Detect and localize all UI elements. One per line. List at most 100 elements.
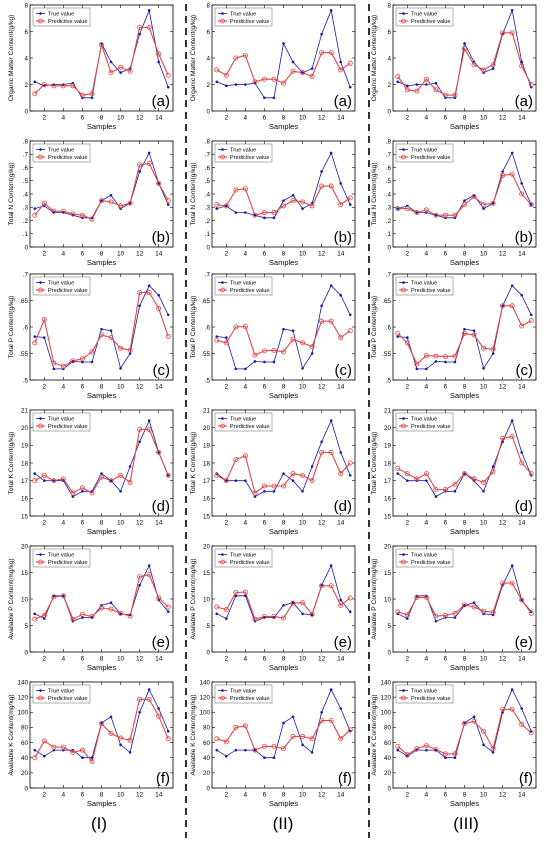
y-tick-label: .5 bbox=[23, 178, 29, 185]
predictive-value-point bbox=[290, 198, 296, 204]
predictive-value-point bbox=[252, 79, 258, 85]
predictive-value-point bbox=[79, 356, 85, 362]
predictive-value-point bbox=[423, 743, 429, 749]
x-tick-label: 2 bbox=[224, 656, 228, 663]
x-axis-label: Samples bbox=[450, 527, 479, 536]
predictive-value-point bbox=[146, 696, 152, 702]
predictive-value-point bbox=[165, 736, 171, 742]
panel-letter: (a) bbox=[515, 93, 533, 110]
x-tick-label: 14 bbox=[155, 520, 163, 527]
predictive-value-point bbox=[528, 730, 534, 736]
predictive-value-point bbox=[471, 62, 477, 68]
y-axis-label: Available K Content(mg/kg) bbox=[190, 694, 197, 775]
y-tick-label: .7 bbox=[386, 271, 392, 278]
x-tick-label: 6 bbox=[263, 115, 267, 122]
predictive-value-point bbox=[146, 25, 152, 31]
predictive-value-point bbox=[328, 183, 334, 189]
predictive-value-point bbox=[423, 594, 429, 600]
predictive-value-point bbox=[252, 616, 258, 622]
predictive-value-point bbox=[271, 613, 277, 619]
predictive-value-point bbox=[118, 610, 124, 616]
predictive-value-point bbox=[519, 721, 525, 727]
predictive-value-point bbox=[347, 60, 353, 66]
predictive-value-point bbox=[89, 349, 95, 355]
y-tick-label: 0 bbox=[24, 244, 28, 251]
true-value-point bbox=[138, 440, 141, 444]
x-tick-label: 4 bbox=[62, 384, 66, 391]
predictive-value-line bbox=[397, 173, 532, 216]
legend-box bbox=[395, 684, 454, 704]
predictive-value-point bbox=[433, 212, 439, 218]
predictive-value-point bbox=[118, 735, 124, 741]
predictive-value-point bbox=[423, 207, 429, 213]
true-value-point bbox=[166, 474, 170, 477]
true-value-point bbox=[81, 360, 84, 364]
true-value-point bbox=[425, 367, 428, 371]
panel-letter: (d) bbox=[152, 498, 170, 515]
predictive-value-point bbox=[118, 345, 124, 351]
true-value-point bbox=[529, 313, 533, 317]
predictive-value-point bbox=[509, 706, 515, 712]
x-tick-label: 10 bbox=[117, 251, 125, 258]
true-value-point bbox=[138, 710, 141, 714]
legend-true-label: True value bbox=[411, 689, 437, 695]
legend-pred-marker bbox=[38, 559, 43, 565]
true-value-point bbox=[310, 751, 314, 754]
true-value-point bbox=[234, 211, 238, 214]
true-value-point bbox=[425, 748, 428, 752]
predictive-value-point bbox=[108, 606, 114, 612]
x-tick-label: 12 bbox=[318, 520, 326, 527]
y-tick-label: 18 bbox=[384, 460, 392, 467]
true-value-point bbox=[244, 748, 247, 752]
x-tick-label: 2 bbox=[42, 792, 46, 799]
true-value-point bbox=[510, 564, 514, 567]
predictive-value-point bbox=[214, 67, 220, 73]
plot-frame bbox=[29, 681, 174, 789]
y-tick-label: 0 bbox=[387, 244, 391, 251]
panel-iii-e: 0 5 10 15 20 2 4 6 8 10 12 14 Samples Available P Con… bbox=[371, 543, 537, 672]
true-value-point bbox=[310, 352, 314, 355]
true-value-point bbox=[301, 367, 304, 370]
predictive-value-point bbox=[528, 471, 534, 477]
true-value-point bbox=[320, 170, 323, 173]
predictive-value-point bbox=[404, 87, 410, 93]
predictive-value-point bbox=[32, 616, 38, 622]
y-tick-label: 10 bbox=[384, 596, 392, 603]
true-value-point bbox=[339, 598, 343, 602]
x-axis-label: Samples bbox=[269, 258, 298, 267]
predictive-value-point bbox=[137, 290, 143, 296]
predictive-value-point bbox=[99, 721, 105, 727]
true-value-line bbox=[216, 564, 351, 622]
predictive-value-point bbox=[309, 203, 315, 209]
true-value-point bbox=[339, 60, 343, 64]
legend-pred-marker bbox=[38, 423, 43, 429]
x-tick-label: 4 bbox=[62, 251, 66, 258]
x-tick-label: 6 bbox=[444, 792, 448, 799]
x-tick-label: 14 bbox=[337, 115, 345, 122]
predictive-value-point bbox=[309, 736, 315, 742]
predictive-value-point bbox=[41, 317, 47, 323]
predictive-value-point bbox=[414, 210, 420, 216]
true-value-point bbox=[33, 612, 37, 616]
panel-i-d: 15 16 17 18 19 20 21 2 4 6 8 10 12 14 Samples Total K C… bbox=[8, 407, 174, 536]
true-value-point bbox=[291, 715, 295, 719]
predictive-value-point bbox=[300, 472, 306, 478]
true-value-line bbox=[397, 419, 532, 498]
legend-pred-marker bbox=[220, 423, 225, 429]
true-value-point bbox=[291, 60, 295, 64]
true-value-point bbox=[52, 479, 56, 482]
predictive-value-point bbox=[414, 476, 420, 482]
y-tick-label: .55 bbox=[201, 351, 210, 358]
x-tick-label: 12 bbox=[136, 384, 144, 391]
legend-box bbox=[214, 276, 273, 296]
legend-pred-label: Predictive value bbox=[411, 696, 451, 702]
y-tick-label: 8 bbox=[24, 2, 28, 9]
true-value-point bbox=[434, 213, 438, 217]
panel-letter: (c) bbox=[153, 362, 171, 379]
x-tick-label: 2 bbox=[405, 384, 409, 391]
predictive-value-point bbox=[233, 324, 239, 330]
y-tick-label: 120 bbox=[380, 694, 391, 701]
x-tick-label: 14 bbox=[337, 520, 345, 527]
true-value-point bbox=[157, 707, 160, 710]
